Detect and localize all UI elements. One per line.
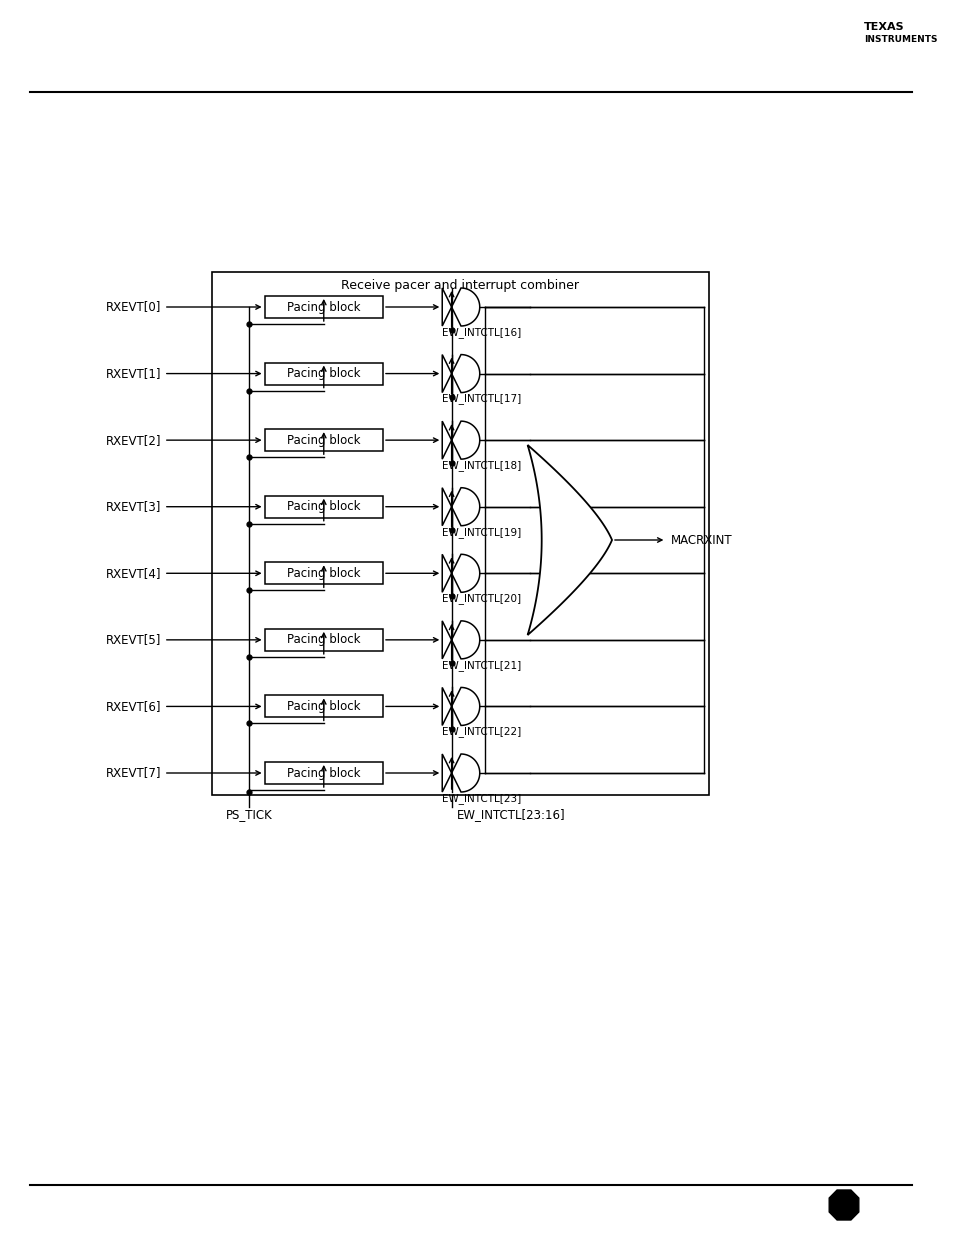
Text: Pacing block: Pacing block [287,433,360,447]
Text: RXEVT[0]: RXEVT[0] [106,300,161,314]
Bar [264,495,382,517]
Text: EW_INTCTL[19]: EW_INTCTL[19] [442,526,521,537]
Polygon shape [442,421,479,459]
Text: Pacing block: Pacing block [287,634,360,646]
Text: MACRXINT: MACRXINT [671,534,732,547]
Text: Pacing block: Pacing block [287,300,360,314]
Text: EW_INTCTL[16]: EW_INTCTL[16] [442,327,521,338]
Text: INSTRUMENTS: INSTRUMENTS [862,35,936,43]
Polygon shape [527,445,612,635]
Text: EW_INTCTL[23]: EW_INTCTL[23] [442,793,521,804]
Text: EW_INTCTL[20]: EW_INTCTL[20] [442,593,520,604]
Text: Pacing block: Pacing block [287,700,360,713]
Bar [264,762,382,784]
Text: EW_INTCTL[18]: EW_INTCTL[18] [442,461,521,471]
Bar [264,296,382,317]
Polygon shape [442,555,479,593]
Text: Receive pacer and interrupt combiner: Receive pacer and interrupt combiner [341,279,578,293]
Bar [264,429,382,451]
Polygon shape [442,755,479,792]
Text: EW_INTCTL[21]: EW_INTCTL[21] [442,659,521,671]
Polygon shape [442,354,479,393]
Text: Pacing block: Pacing block [287,767,360,779]
Text: RXEVT[4]: RXEVT[4] [105,567,161,579]
Text: RXEVT[1]: RXEVT[1] [105,367,161,380]
Bar [264,363,382,384]
Text: TI: TI [837,23,850,37]
Polygon shape [828,1191,858,1220]
Bar [264,695,382,718]
Text: EW_INTCTL[23:16]: EW_INTCTL[23:16] [456,809,564,821]
Text: PS_TICK: PS_TICK [225,809,272,821]
Bar [212,272,708,795]
Polygon shape [442,488,479,526]
Text: RXEVT[5]: RXEVT[5] [106,634,161,646]
Text: RXEVT[2]: RXEVT[2] [105,433,161,447]
Text: TEXAS: TEXAS [862,22,903,32]
Polygon shape [442,688,479,725]
Polygon shape [442,288,479,326]
Text: EW_INTCTL[17]: EW_INTCTL[17] [442,394,521,405]
Text: EW_INTCTL[22]: EW_INTCTL[22] [442,726,521,737]
Text: RXEVT[7]: RXEVT[7] [105,767,161,779]
Bar [264,629,382,651]
Text: Pacing block: Pacing block [287,567,360,579]
Polygon shape [442,621,479,658]
Bar [264,562,382,584]
Text: Pacing block: Pacing block [287,500,360,514]
Text: Pacing block: Pacing block [287,367,360,380]
Text: RXEVT[6]: RXEVT[6] [105,700,161,713]
Text: RXEVT[3]: RXEVT[3] [106,500,161,514]
